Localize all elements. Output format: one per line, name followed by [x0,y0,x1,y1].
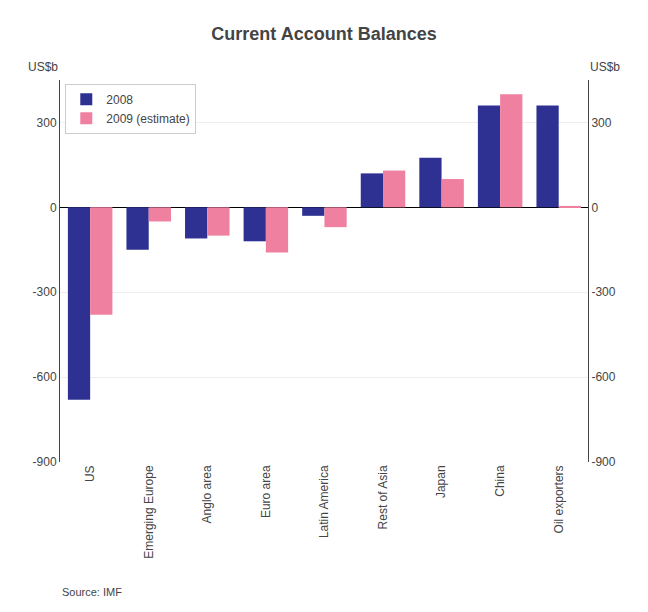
svg-text:US$b: US$b [28,60,58,74]
svg-text:Source: IMF: Source: IMF [62,586,122,598]
svg-text:-600: -600 [591,370,615,384]
svg-text:0: 0 [591,201,598,215]
svg-text:Japan: Japan [434,465,448,498]
svg-text:Euro area: Euro area [259,465,273,518]
svg-text:2008: 2008 [106,93,133,107]
svg-text:-600: -600 [33,370,57,384]
svg-text:300: 300 [591,116,611,130]
svg-text:Latin America: Latin America [317,465,331,538]
svg-text:China: China [493,465,507,497]
svg-text:Emerging Europe: Emerging Europe [142,465,156,559]
svg-text:Rest of Asia: Rest of Asia [376,465,390,529]
svg-text:US$b: US$b [590,60,620,74]
svg-text:-900: -900 [33,455,57,469]
svg-text:Anglo area: Anglo area [200,465,214,523]
svg-text:-300: -300 [33,285,57,299]
svg-text:Oil exporters: Oil exporters [552,465,566,533]
svg-text:US: US [83,465,97,482]
svg-text:-900: -900 [591,455,615,469]
svg-text:-300: -300 [591,285,615,299]
svg-text:Current Account Balances: Current Account Balances [211,24,436,44]
svg-text:300: 300 [37,116,57,130]
svg-text:2009 (estimate): 2009 (estimate) [106,112,189,126]
svg-text:0: 0 [50,201,57,215]
